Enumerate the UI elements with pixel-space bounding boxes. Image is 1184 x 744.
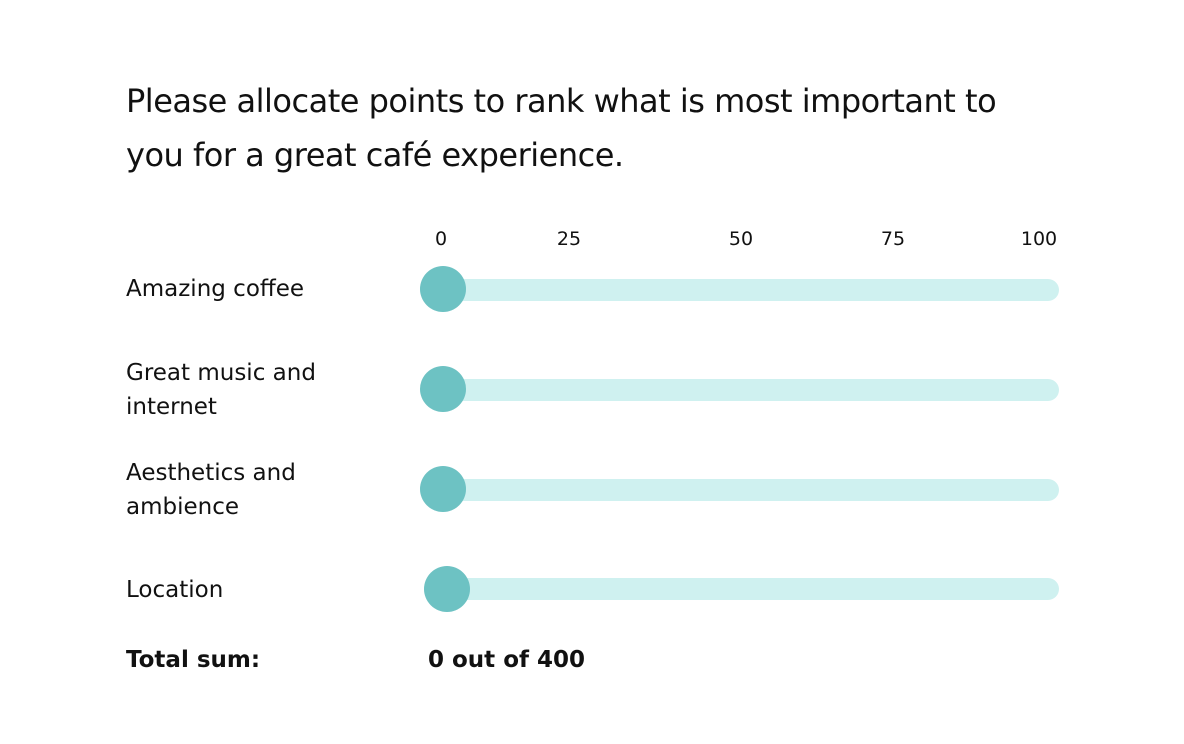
row-label-location: Location — [126, 577, 224, 603]
slider-track-aesthetics-and-ambience[interactable] — [443, 479, 1059, 501]
scale-tick-100: 100 — [1020, 228, 1058, 250]
scale-tick-50: 50 — [728, 228, 754, 250]
scale-tick-0: 0 — [434, 228, 448, 250]
slider-scale: 0 25 50 75 100 — [0, 227, 1184, 251]
row-label-aesthetics-and-ambience: Aesthetics and ambience — [126, 460, 296, 520]
slider-thumb-great-music-and-internet[interactable] — [420, 366, 466, 412]
scale-tick-25: 25 — [556, 228, 582, 250]
scale-tick-75: 75 — [880, 228, 906, 250]
row-label-great-music-and-internet: Great music and internet — [126, 360, 316, 420]
slider-thumb-location[interactable] — [424, 566, 470, 612]
slider-thumb-amazing-coffee[interactable] — [420, 266, 466, 312]
total-sum-label: Total sum: — [126, 647, 261, 673]
total-sum-value: 0 out of 400 — [428, 647, 586, 673]
slider-track-amazing-coffee[interactable] — [443, 279, 1059, 301]
slider-track-location[interactable] — [443, 578, 1059, 600]
question-title: Please allocate points to rank what is m… — [126, 82, 997, 174]
slider-track-great-music-and-internet[interactable] — [443, 379, 1059, 401]
slider-thumb-aesthetics-and-ambience[interactable] — [420, 466, 466, 512]
row-label-amazing-coffee: Amazing coffee — [126, 276, 305, 302]
